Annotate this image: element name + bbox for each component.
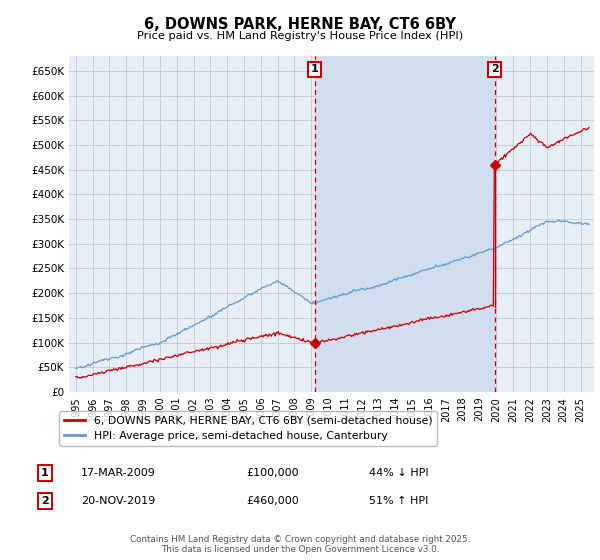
Text: 20-NOV-2019: 20-NOV-2019 (81, 496, 155, 506)
Text: 44% ↓ HPI: 44% ↓ HPI (369, 468, 428, 478)
Text: 1: 1 (311, 64, 319, 74)
Text: £100,000: £100,000 (246, 468, 299, 478)
Text: 2: 2 (491, 64, 499, 74)
Text: 1: 1 (41, 468, 49, 478)
Legend: 6, DOWNS PARK, HERNE BAY, CT6 6BY (semi-detached house), HPI: Average price, sem: 6, DOWNS PARK, HERNE BAY, CT6 6BY (semi-… (59, 412, 437, 446)
Text: £460,000: £460,000 (246, 496, 299, 506)
Bar (315, 56, 495, 392)
Text: Contains HM Land Registry data © Crown copyright and database right 2025.
This d: Contains HM Land Registry data © Crown c… (130, 535, 470, 554)
Text: Price paid vs. HM Land Registry's House Price Index (HPI): Price paid vs. HM Land Registry's House … (137, 31, 463, 41)
Text: 51% ↑ HPI: 51% ↑ HPI (369, 496, 428, 506)
Text: 2: 2 (41, 496, 49, 506)
Text: 17-MAR-2009: 17-MAR-2009 (81, 468, 156, 478)
Text: 6, DOWNS PARK, HERNE BAY, CT6 6BY: 6, DOWNS PARK, HERNE BAY, CT6 6BY (144, 17, 456, 32)
